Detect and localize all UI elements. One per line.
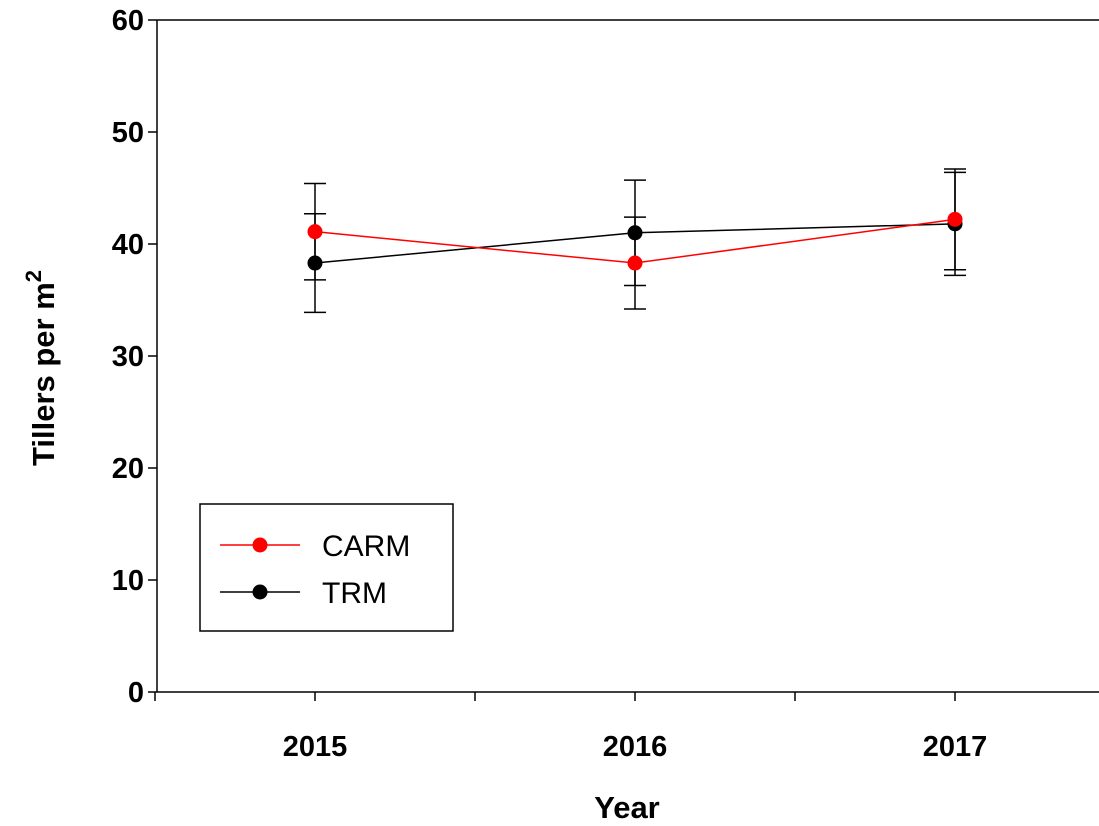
y-axis-title: Tillers per m2 (21, 270, 61, 466)
y-axis-title-main: Tillers per m (26, 282, 61, 466)
x-tick-label: 2016 (603, 731, 668, 763)
x-ticks: 2015 2016 2017 (154, 692, 988, 763)
data-point-carm (627, 255, 643, 271)
y-tick-label: 50 (112, 117, 144, 149)
x-axis-title: Year (594, 790, 660, 825)
legend-label-carm: CARM (322, 530, 410, 563)
y-tick-label: 40 (112, 229, 144, 261)
y-tick-label: 60 (112, 5, 144, 37)
legend-marker-trm (252, 584, 268, 600)
legend-box (199, 503, 454, 632)
y-ticks: 0 10 20 30 40 50 60 (112, 5, 157, 709)
x-tick-label: 2015 (283, 731, 348, 763)
legend: CARM TRM (199, 503, 454, 632)
legend-label-trm: TRM (322, 577, 387, 610)
series-layer (304, 168, 966, 314)
y-tick-label: 30 (112, 341, 144, 373)
y-tick-label: 20 (112, 453, 144, 485)
y-tick-label: 0 (128, 677, 144, 709)
data-point-carm (307, 224, 323, 240)
x-tick-label: 2017 (923, 731, 988, 763)
legend-marker-carm (252, 537, 268, 553)
data-point-carm (947, 211, 963, 227)
series-carm (304, 168, 966, 310)
y-axis-title-superscript: 2 (21, 270, 46, 282)
y-tick-label: 10 (112, 565, 144, 597)
